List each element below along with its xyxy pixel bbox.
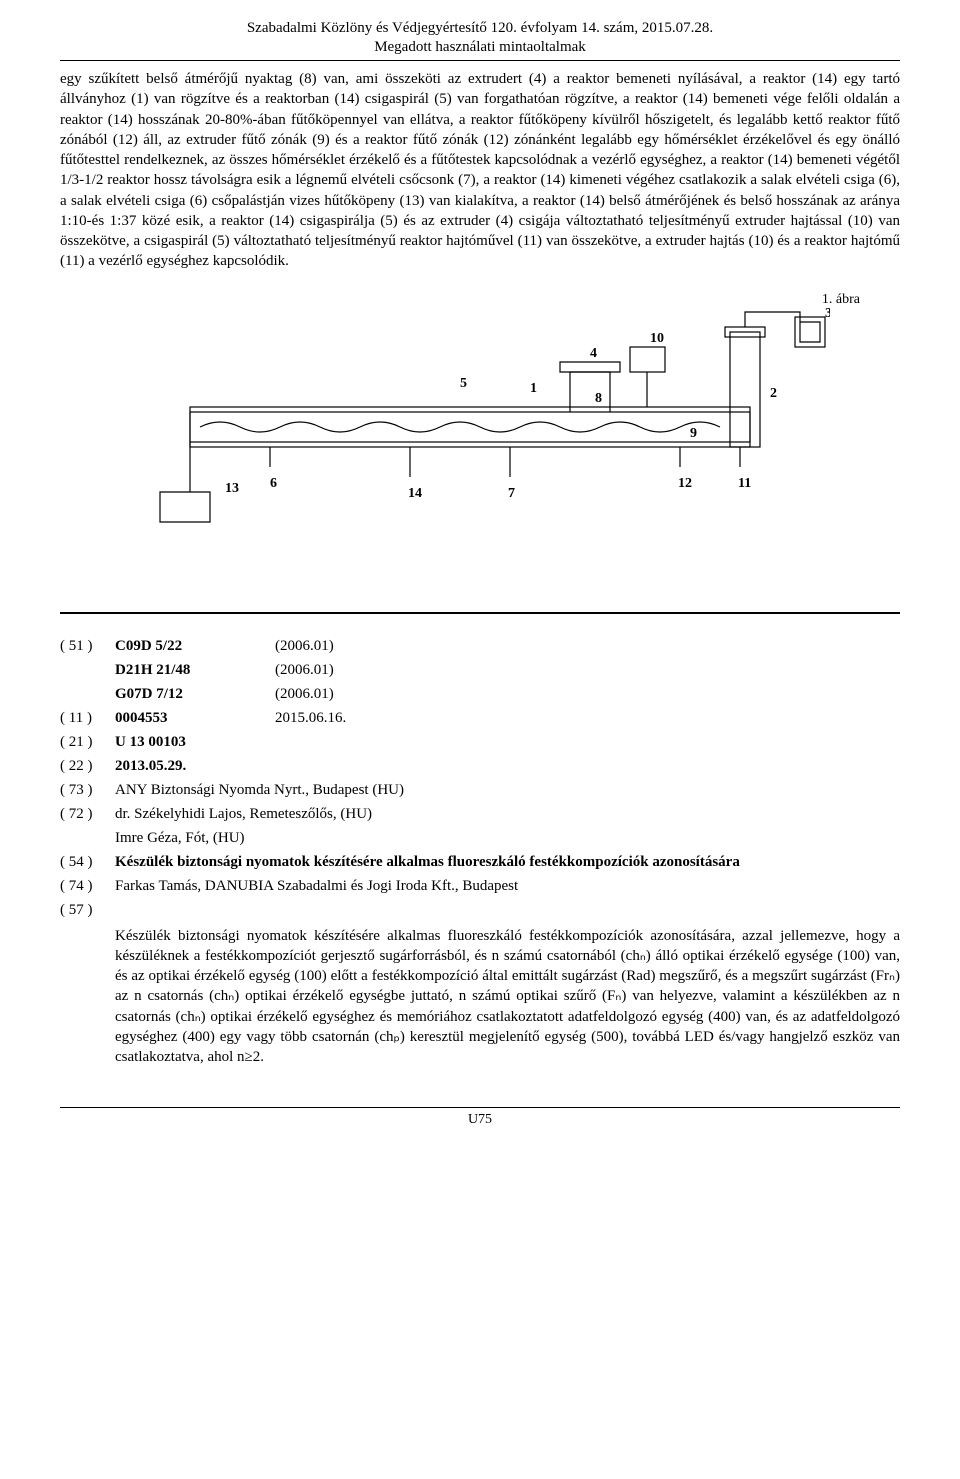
- entry-key: G07D 7/12: [115, 682, 275, 706]
- entry-value: 2015.06.16.: [275, 706, 900, 730]
- svg-text:4: 4: [590, 346, 597, 361]
- inid-code: ( 22 ): [60, 754, 115, 778]
- inid-code: ( 54 ): [60, 850, 115, 874]
- entry-row: ( 54 ) Készülék biztonsági nyomatok kész…: [60, 850, 900, 874]
- header-subtitle: Megadott használati mintaoltalmak: [60, 39, 900, 61]
- entry-row: ( 11 ) 0004553 2015.06.16.: [60, 706, 900, 730]
- entry-key: D21H 21/48: [115, 658, 275, 682]
- technical-diagram: 5 1 4 10 8 9 2 3 6 13 14 7 12 11: [130, 292, 830, 532]
- figure-container: 1. ábra: [60, 292, 900, 572]
- entry-key: U 13 00103: [115, 730, 275, 754]
- entry-row: ( 21 ) U 13 00103: [60, 730, 900, 754]
- figure-label: 1. ábra: [822, 292, 860, 308]
- entry-row: ( 57 ): [60, 898, 900, 922]
- svg-text:2: 2: [770, 386, 777, 401]
- svg-text:9: 9: [690, 426, 697, 441]
- entry-value: ANY Biztonsági Nyomda Nyrt., Budapest (H…: [115, 778, 900, 802]
- inid-code: ( 57 ): [60, 898, 115, 922]
- entry-row: ( 73 ) ANY Biztonsági Nyomda Nyrt., Buda…: [60, 778, 900, 802]
- section-divider: [60, 612, 900, 614]
- inid-code: ( 74 ): [60, 874, 115, 898]
- svg-text:5: 5: [460, 376, 467, 391]
- svg-text:6: 6: [270, 476, 277, 491]
- entry-row: Imre Géza, Fót, (HU): [60, 826, 900, 850]
- header-title: Szabadalmi Közlöny és Védjegyértesítő 12…: [60, 20, 900, 37]
- svg-text:14: 14: [408, 486, 422, 501]
- body-paragraph: egy szűkített belső átmérőjű nyaktag (8)…: [60, 69, 900, 272]
- svg-text:11: 11: [738, 476, 751, 491]
- svg-text:7: 7: [508, 486, 515, 501]
- entry-row: ( 51 ) C09D 5/22 (2006.01): [60, 634, 900, 658]
- inid-code: ( 21 ): [60, 730, 115, 754]
- inid-code: ( 11 ): [60, 706, 115, 730]
- entry-value: (2006.01): [275, 634, 900, 658]
- entry-table: ( 51 ) C09D 5/22 (2006.01) D21H 21/48 (2…: [60, 634, 900, 922]
- description-paragraph: Készülék biztonsági nyomatok készítésére…: [115, 926, 900, 1068]
- inid-code: ( 72 ): [60, 802, 115, 826]
- inid-code: ( 51 ): [60, 634, 115, 658]
- entry-value: dr. Székelyhidi Lajos, Remeteszőlős, (HU…: [115, 802, 900, 826]
- entry-key: 2013.05.29.: [115, 754, 275, 778]
- entry-value: (2006.01): [275, 682, 900, 706]
- entry-value: Imre Géza, Fót, (HU): [115, 826, 900, 850]
- svg-text:3: 3: [825, 306, 830, 321]
- inid-code: ( 73 ): [60, 778, 115, 802]
- entry-row: ( 72 ) dr. Székelyhidi Lajos, Remeteszől…: [60, 802, 900, 826]
- page-footer: U75: [60, 1107, 900, 1128]
- svg-text:10: 10: [650, 331, 664, 346]
- entry-value: Farkas Tamás, DANUBIA Szabadalmi és Jogi…: [115, 874, 900, 898]
- entry-row: D21H 21/48 (2006.01): [60, 658, 900, 682]
- entry-key: 0004553: [115, 706, 275, 730]
- entry-row: ( 74 ) Farkas Tamás, DANUBIA Szabadalmi …: [60, 874, 900, 898]
- entry-row: G07D 7/12 (2006.01): [60, 682, 900, 706]
- entry-key: C09D 5/22: [115, 634, 275, 658]
- entry-value: Készülék biztonsági nyomatok készítésére…: [115, 850, 900, 874]
- svg-text:1: 1: [530, 381, 537, 396]
- entry-value: (2006.01): [275, 658, 900, 682]
- svg-text:8: 8: [595, 391, 602, 406]
- svg-text:13: 13: [225, 481, 239, 496]
- entry-row: ( 22 ) 2013.05.29.: [60, 754, 900, 778]
- svg-text:12: 12: [678, 476, 692, 491]
